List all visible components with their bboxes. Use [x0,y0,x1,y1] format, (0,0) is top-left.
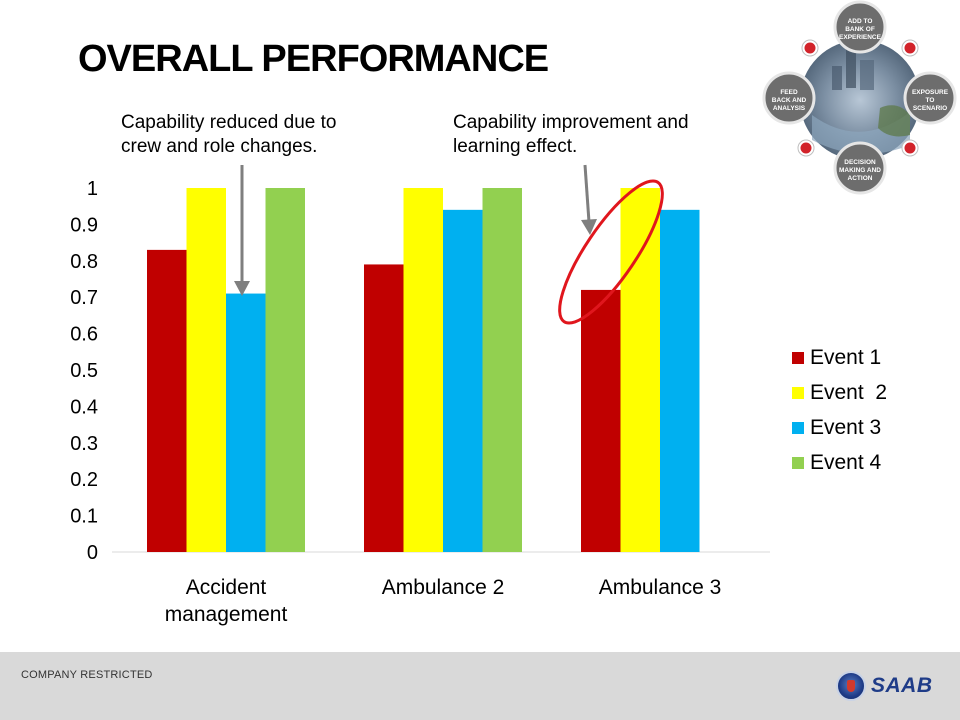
y-tick-label: 0.5 [70,360,98,382]
y-tick-label: 0.1 [70,506,98,528]
legend-swatch [792,386,804,399]
x-category-label: Ambulance 2 [382,576,505,599]
cycle-photo-building [846,48,856,88]
x-category-label: management [165,603,288,626]
legend-label: Event 4 [810,450,882,474]
y-tick-label: 0.9 [70,214,98,236]
arrow-head [581,219,597,235]
annotation-capability-reduced: Capability reduced due to crew and role … [121,111,336,159]
cycle-node-feedback: FEED BACK AND ANALYSIS [762,71,816,125]
y-tick-label: 0.4 [70,396,98,418]
y-axis-ticks: 0 0.1 0.2 0.3 0.4 0.5 0.6 0.7 0.8 0.9 1 [70,178,98,564]
svg-text:BANK OF: BANK OF [845,26,875,33]
bar-event-2-3 [620,188,660,552]
bar-event-1-2 [364,264,404,552]
bar-event-3-2 [443,209,483,552]
svg-text:MAKING AND: MAKING AND [839,167,881,174]
bar-event-2-2 [403,188,443,552]
annotation-capability-improvement: Capability improvement and learning effe… [453,111,689,159]
annotation-line: Capability improvement and [453,112,689,133]
saab-wordmark: SAAB [871,674,933,697]
y-tick-label: 0.2 [70,469,98,491]
cycle-photo-building [860,60,874,90]
saab-emblem-icon [836,671,866,701]
cycle-arrow-icon [797,139,815,157]
arrow-shaft [583,164,591,223]
legend-label: Event 3 [810,415,882,439]
bar-event-2-1 [186,188,226,552]
bar-event-1-1 [147,249,187,552]
learning-cycle-diagram: ADD TO BANK OF EXPERIENCE EXPOSURE TO SC… [762,0,957,195]
slide-title: OVERALL PERFORMANCE [78,38,549,80]
bar-chart: 0 0.1 0.2 0.3 0.4 0.5 0.6 0.7 0.8 0.9 1 Accident ma… [70,164,770,626]
legend-label: Event 1 [810,345,882,369]
svg-text:ANALYSIS: ANALYSIS [773,105,806,112]
svg-text:EXPERIENCE: EXPERIENCE [839,34,882,41]
y-tick-label: 0 [87,542,98,564]
x-category-label: Accident [186,576,267,599]
y-tick-label: 0.3 [70,433,98,455]
highlight-ellipse [558,179,664,325]
legend-item-event-4: Event 4 [792,445,887,480]
cycle-node-decision: DECISION MAKING AND ACTION [833,141,887,195]
cycle-arrow-icon [801,39,819,57]
legend-item-event-3: Event 3 [792,410,887,445]
chart-legend: Event 1 Event 2 Event 3 Event 4 [792,340,887,480]
bar-event-4-2 [482,188,522,552]
cycle-arrow-icon [901,39,919,57]
legend-item-event-2: Event 2 [792,375,887,410]
bars [147,188,700,552]
bar-event-4-1 [265,188,305,552]
annotation-line: crew and role changes. [121,136,318,157]
y-tick-label: 1 [87,178,98,200]
y-tick-label: 0.6 [70,324,98,346]
cycle-node-add-to-bank: ADD TO BANK OF EXPERIENCE [833,0,887,54]
legend-swatch [792,351,804,364]
arrow-head [234,281,250,296]
footer-bar: COMPANY RESTRICTED SAAB [0,652,960,720]
svg-text:DECISION: DECISION [844,159,876,166]
cycle-photo-trees [878,105,910,137]
svg-text:SCENARIO: SCENARIO [913,105,947,112]
category-labels: Accident management Ambulance 2 Ambulance 3 [165,576,722,626]
saab-logo: SAAB [836,668,941,704]
legend-swatch [792,421,804,434]
cycle-photo-water [812,112,910,154]
svg-text:EXPOSURE: EXPOSURE [912,89,949,96]
y-tick-label: 0.7 [70,287,98,309]
footer-classification: COMPANY RESTRICTED [21,669,153,681]
legend-swatch [792,456,804,469]
cycle-photo-building [832,66,842,90]
cycle-node-exposure: EXPOSURE TO SCENARIO [903,71,957,125]
annotation-overlays [234,164,664,325]
svg-text:TO: TO [926,97,935,104]
annotation-line: Capability reduced due to [121,112,337,133]
y-tick-label: 0.8 [70,251,98,273]
x-category-label: Ambulance 3 [599,576,722,599]
bar-event-1-3 [581,289,621,552]
svg-text:ACTION: ACTION [848,175,873,182]
bar-event-3-1 [226,293,266,552]
annotation-line: learning effect. [453,136,578,157]
svg-text:BACK AND: BACK AND [772,97,807,104]
svg-text:FEED: FEED [780,89,798,96]
svg-text:ADD TO: ADD TO [848,18,873,25]
legend-label: Event 2 [810,380,888,404]
bar-event-3-3 [660,209,700,552]
legend-item-event-1: Event 1 [792,340,887,375]
cycle-arrow-icon [901,139,919,157]
